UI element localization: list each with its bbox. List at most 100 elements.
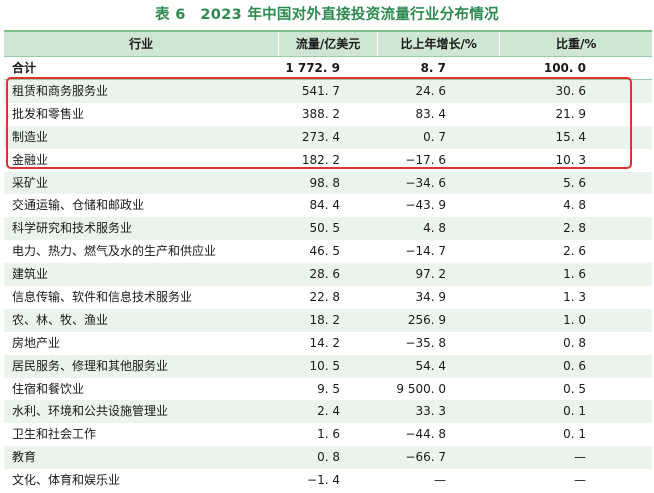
total-share: 100. 0: [543, 61, 586, 75]
row-industry: 住宿和餐饮业: [12, 381, 85, 396]
table-row: 教育 0. 8 −66. 7 —: [4, 446, 652, 470]
industry-table: 行业 流量/亿美元 比上年增长/% 比重/% 合计 1 772. 9 8. 7 …: [4, 30, 652, 492]
row-growth: 256. 9: [407, 312, 446, 327]
row-flow: 98. 8: [309, 175, 340, 190]
row-flow: 388. 2: [301, 106, 340, 121]
row-growth: −66. 7: [405, 450, 446, 465]
table-row: 制造业 273. 4 0. 7 15. 4: [4, 125, 652, 149]
row-growth: —: [434, 473, 446, 488]
total-growth: 8. 7: [420, 61, 446, 75]
row-flow: −1. 4: [307, 473, 340, 488]
row-flow: 50. 5: [309, 221, 340, 236]
row-flow: 28. 6: [309, 267, 340, 282]
row-flow: 46. 5: [309, 244, 340, 259]
row-share: 5. 6: [563, 175, 586, 190]
row-industry: 信息传输、软件和信息技术服务业: [12, 290, 193, 305]
row-flow: 9. 5: [317, 381, 340, 396]
row-industry: 卫生和社会工作: [12, 427, 97, 442]
row-share: 2. 6: [563, 244, 586, 259]
row-share: 2. 8: [563, 221, 586, 236]
table-row: 科学研究和技术服务业 50. 5 4. 8 2. 8: [4, 217, 652, 241]
row-share: 1. 0: [563, 312, 586, 327]
row-growth: −44. 8: [405, 427, 446, 442]
table-row: 房地产业 14. 2 −35. 8 0. 8: [4, 332, 652, 355]
table-title: 表 6 2023 年中国对外直接投资流量行业分布情况: [155, 7, 499, 23]
row-share: 4. 8: [563, 198, 586, 213]
row-growth: 0. 7: [423, 129, 446, 144]
row-industry: 制造业: [12, 129, 49, 144]
table-row: 卫生和社会工作 1. 6 −44. 8 0. 1: [4, 423, 652, 446]
row-flow: 182. 2: [301, 152, 340, 167]
row-growth: −17. 6: [405, 152, 446, 167]
row-share: 0. 1: [563, 404, 586, 419]
row-flow: 2. 4: [317, 404, 340, 419]
table-row: 水利、环境和公共设施管理业 2. 4 33. 3 0. 1: [4, 400, 652, 424]
row-share: 10. 3: [555, 152, 586, 167]
row-industry: 文化、体育和娱乐业: [12, 473, 121, 488]
table-row: 居民服务、修理和其他服务业 10. 5 54. 4 0. 6: [4, 354, 652, 378]
table-row: 住宿和餐饮业 9. 5 9 500. 0 0. 5: [4, 378, 652, 401]
row-share: 0. 8: [563, 335, 586, 350]
row-industry: 租赁和商务服务业: [12, 84, 109, 98]
row-industry: 金融业: [12, 152, 49, 167]
table-row: 租赁和商务服务业 541. 7 24. 6 30. 6: [4, 80, 652, 103]
row-flow: 22. 8: [309, 290, 340, 305]
table-row: 交通运输、仓储和邮政业 84. 4 −43. 9 4. 8: [4, 194, 652, 217]
total-label: 合计: [12, 61, 37, 75]
table-row: 信息传输、软件和信息技术服务业 22. 8 34. 9 1. 3: [4, 286, 652, 309]
header-share: 比重/%: [556, 37, 597, 51]
row-growth: 34. 9: [415, 290, 446, 305]
row-flow: 1. 6: [317, 427, 340, 442]
row-flow: 14. 2: [309, 335, 340, 350]
row-share: 1. 6: [563, 267, 586, 282]
table-header: 行业 流量/亿美元 比上年增长/% 比重/%: [4, 32, 652, 57]
row-flow: 18. 2: [309, 312, 340, 327]
table-row: 农、林、牧、渔业 18. 2 256. 9 1. 0: [4, 308, 652, 332]
row-growth: 54. 4: [415, 358, 446, 373]
row-growth: 97. 2: [415, 267, 446, 282]
table-body: 租赁和商务服务业 541. 7 24. 6 30. 6 批发和零售业 388. 2 83. …: [4, 80, 652, 492]
table-row: 电力、热力、燃气及水的生产和供应业 46. 5 −14. 7 2. 6: [4, 240, 652, 263]
row-industry: 科学研究和技术服务业: [12, 221, 133, 236]
row-growth: 24. 6: [415, 84, 446, 98]
row-growth: 9 500. 0: [396, 381, 446, 396]
row-growth: 33. 3: [415, 404, 446, 419]
row-share: 15. 4: [555, 129, 586, 144]
row-industry: 建筑业: [12, 267, 49, 282]
row-flow: 0. 8: [317, 450, 340, 465]
row-share: 21. 9: [555, 106, 586, 121]
table-row: 采矿业 98. 8 −34. 6 5. 6: [4, 171, 652, 195]
table-row: 文化、体育和娱乐业 −1. 4 — —: [4, 469, 652, 492]
row-share: 0. 1: [563, 427, 586, 442]
row-flow: 10. 5: [309, 358, 340, 373]
row-industry: 教育: [12, 450, 37, 465]
row-share: 0. 6: [563, 358, 586, 373]
row-industry: 房地产业: [12, 335, 61, 350]
row-industry: 交通运输、仓储和邮政业: [12, 198, 145, 213]
total-row: 合计 1 772. 9 8. 7 100. 0: [4, 57, 652, 80]
row-industry: 批发和零售业: [12, 106, 85, 121]
row-growth: −14. 7: [405, 244, 446, 259]
row-flow: 541. 7: [301, 84, 340, 98]
row-share: 0. 5: [563, 381, 586, 396]
row-share: —: [574, 473, 586, 488]
row-growth: 4. 8: [423, 221, 446, 236]
row-industry: 农、林、牧、渔业: [12, 312, 109, 327]
row-share: 1. 3: [563, 290, 586, 305]
row-growth: −34. 6: [405, 175, 446, 190]
table-row: 金融业 182. 2 −17. 6 10. 3: [4, 149, 652, 172]
row-share: —: [574, 450, 586, 465]
header-flow: 流量/亿美元: [279, 32, 378, 56]
row-growth: 83. 4: [415, 106, 446, 121]
header-industry: 行业: [4, 32, 280, 56]
table-row: 批发和零售业 388. 2 83. 4 21. 9: [4, 103, 652, 126]
row-flow: 273. 4: [301, 129, 340, 144]
total-flow: 1 772. 9: [285, 61, 340, 75]
row-growth: −35. 8: [405, 335, 446, 350]
row-flow: 84. 4: [309, 198, 340, 213]
row-industry: 采矿业: [12, 175, 49, 190]
table-row: 建筑业 28. 6 97. 2 1. 6: [4, 263, 652, 287]
row-industry: 居民服务、修理和其他服务业: [12, 358, 169, 373]
row-share: 30. 6: [555, 84, 586, 98]
header-growth: 比上年增长/%: [378, 32, 501, 56]
